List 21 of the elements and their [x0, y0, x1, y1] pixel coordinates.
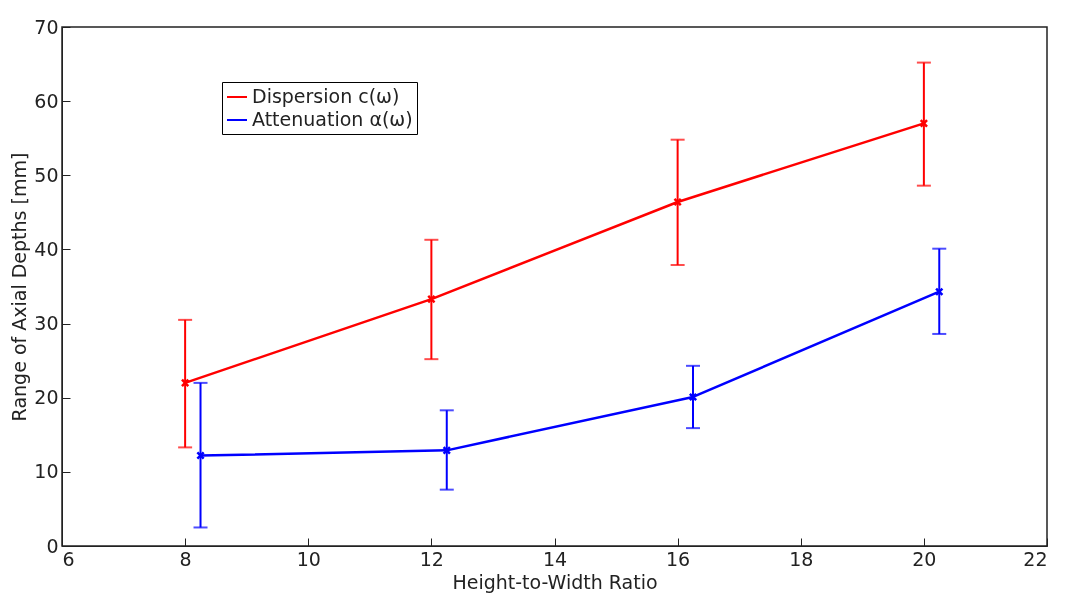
y-tick-label: 60: [34, 89, 59, 112]
x-tick-label: 10: [296, 547, 321, 570]
x-tick-label: 22: [1023, 547, 1048, 570]
x-tick-label: 16: [666, 547, 691, 570]
x-tick-label: 18: [789, 547, 814, 570]
legend-label: Dispersion c(ω): [252, 85, 400, 107]
x-tick-label: 20: [912, 547, 937, 570]
y-tick-label: 50: [34, 163, 59, 186]
x-tick-label: 12: [419, 547, 444, 570]
y-tick-label: 30: [34, 312, 59, 335]
y-axis-title: Range of Axial Depths [mm]: [8, 152, 31, 422]
x-tick-label: 8: [179, 547, 192, 570]
y-tick-label: 20: [34, 386, 59, 409]
legend-label: Attenuation α(ω): [252, 108, 413, 130]
x-axis-title: Height-to-Width Ratio: [452, 570, 658, 593]
y-tick-label: 40: [34, 237, 59, 260]
x-tick-label: 14: [542, 547, 568, 570]
x-tick-label: 6: [62, 547, 75, 570]
y-tick-label: 70: [34, 15, 59, 38]
y-tick-label: 0: [46, 534, 59, 557]
y-tick-label: 10: [34, 460, 59, 483]
